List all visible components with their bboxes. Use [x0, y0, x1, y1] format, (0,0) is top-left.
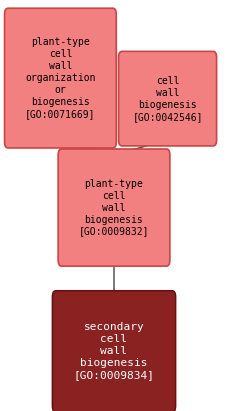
- FancyBboxPatch shape: [58, 149, 169, 266]
- Text: plant-type
cell
wall
biogenesis
[GO:0009832]: plant-type cell wall biogenesis [GO:0009…: [78, 178, 149, 237]
- FancyBboxPatch shape: [118, 51, 216, 146]
- Text: plant-type
cell
wall
organization
or
biogenesis
[GO:0071669]: plant-type cell wall organization or bio…: [25, 37, 95, 119]
- Text: cell
wall
biogenesis
[GO:0042546]: cell wall biogenesis [GO:0042546]: [132, 76, 202, 122]
- FancyBboxPatch shape: [52, 291, 175, 411]
- FancyBboxPatch shape: [5, 8, 116, 148]
- Text: secondary
cell
wall
biogenesis
[GO:0009834]: secondary cell wall biogenesis [GO:00098…: [73, 322, 154, 381]
